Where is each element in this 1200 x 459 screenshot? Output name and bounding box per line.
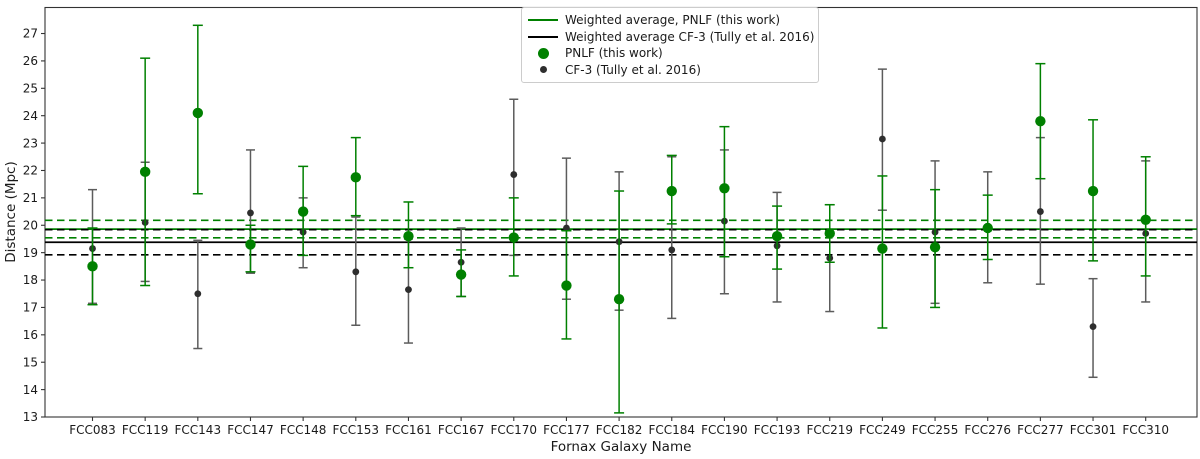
x-tick-label: FCC310 [1122,423,1169,437]
pnlf-point [1087,185,1099,197]
cf3-point [405,286,412,294]
legend-line-swatch [528,19,558,22]
cf3-point [879,135,886,143]
pnlf-point [297,206,309,217]
legend-entry: Weighted average, PNLF (this work) [528,12,812,29]
plot-area: 13 14 15 16 17 18 19 20 21 22 23 24 25 26 27 FCC083 FCC1… [23,6,1198,437]
pnlf-point [508,232,519,243]
y-tick-label: 24 [23,109,38,123]
cf3-point [1036,208,1044,215]
cf3-point [352,268,360,276]
y-tick-label: 22 [23,164,38,178]
x-tick-label: FCC255 [912,423,959,437]
pnlf-point [666,185,677,197]
y-tick-label: 23 [23,136,38,150]
legend-entry: CF-3 (Tully et al. 2016) [528,62,812,79]
y-tick-label: 16 [23,328,38,342]
x-tick-label: FCC143 [175,423,222,437]
legend-line-swatch [528,35,558,38]
y-tick-label: 13 [23,410,38,424]
y-tick-label: 15 [23,355,38,369]
dot-sample-icon [539,66,547,74]
y-tick-label: 18 [23,273,38,287]
line-sample-icon [528,35,558,38]
pnlf-point [245,239,256,250]
pnlf-point [824,228,835,239]
legend-label: Weighted average CF-3 (Tully et al. 2016… [565,29,815,44]
x-tick-label: FCC276 [964,423,1011,437]
x-tick-label: FCC153 [333,423,380,437]
x-tick-label: FCC301 [1070,423,1117,437]
pnlf-point [1140,214,1151,225]
x-tick-label: FCC148 [280,423,327,437]
x-tick-label: FCC167 [438,423,485,437]
pnlf-point [1035,115,1046,127]
x-tick-label: FCC193 [754,423,801,437]
y-tick-label: 19 [23,246,38,260]
x-tick-label: FCC277 [1017,423,1064,437]
legend-entry: Weighted average CF-3 (Tully et al. 2016… [528,29,815,46]
dot-sample-icon [537,47,549,59]
y-tick-label: 25 [23,82,38,96]
pnlf-point [929,241,941,253]
cf3-point [1089,323,1097,331]
pnlf-point [719,183,730,194]
legend: Weighted average, PNLF (this work) Weight… [521,7,819,83]
legend-dot-swatch [528,66,558,74]
legend-label: Weighted average, PNLF (this work) [565,13,781,28]
x-tick-label: FCC161 [385,423,432,437]
x-tick-label: FCC170 [490,423,537,437]
y-tick-label: 20 [23,218,38,232]
pnlf-point [403,231,414,242]
x-tick-label: FCC177 [543,423,590,437]
y-tick-label: 14 [23,383,38,397]
cf3-point [563,224,570,232]
legend-label: PNLF (this work) [565,46,663,61]
pnlf-point [877,243,888,254]
pnlf-point [87,261,98,272]
y-tick-label: 21 [23,191,38,205]
line-sample-icon [528,19,558,22]
x-tick-label: FCC119 [122,423,169,437]
y-tick-label: 26 [23,54,38,68]
y-axis-label: Distance (Mpc) [3,161,19,263]
cf3-point [510,171,518,178]
x-axis-label: Fornax Galaxy Name [551,439,692,455]
pnlf-point [350,172,361,183]
legend-entry: PNLF (this work) [528,45,812,62]
y-tick-label: 17 [23,301,38,315]
pnlf-point [192,107,204,119]
legend-label: CF-3 (Tully et al. 2016) [565,62,701,77]
x-tick-label: FCC249 [859,423,906,437]
x-tick-label: FCC182 [596,423,643,437]
cf3-point [247,209,254,217]
pnlf-point [561,280,572,291]
legend-dot-swatch [528,47,558,59]
x-tick-label: FCC219 [806,423,853,437]
pnlf-point [771,231,783,242]
cf3-point [668,246,676,254]
pnlf-point [455,269,467,280]
cf3-point [194,290,202,298]
x-tick-label: FCC147 [227,423,274,437]
pnlf-point [139,166,151,178]
x-tick-label: FCC083 [69,423,116,437]
x-tick-label: FCC190 [701,423,748,437]
y-tick-label: 27 [23,27,38,41]
pnlf-point [982,222,993,234]
pnlf-point [613,294,625,305]
x-tick-label: FCC184 [648,423,695,437]
